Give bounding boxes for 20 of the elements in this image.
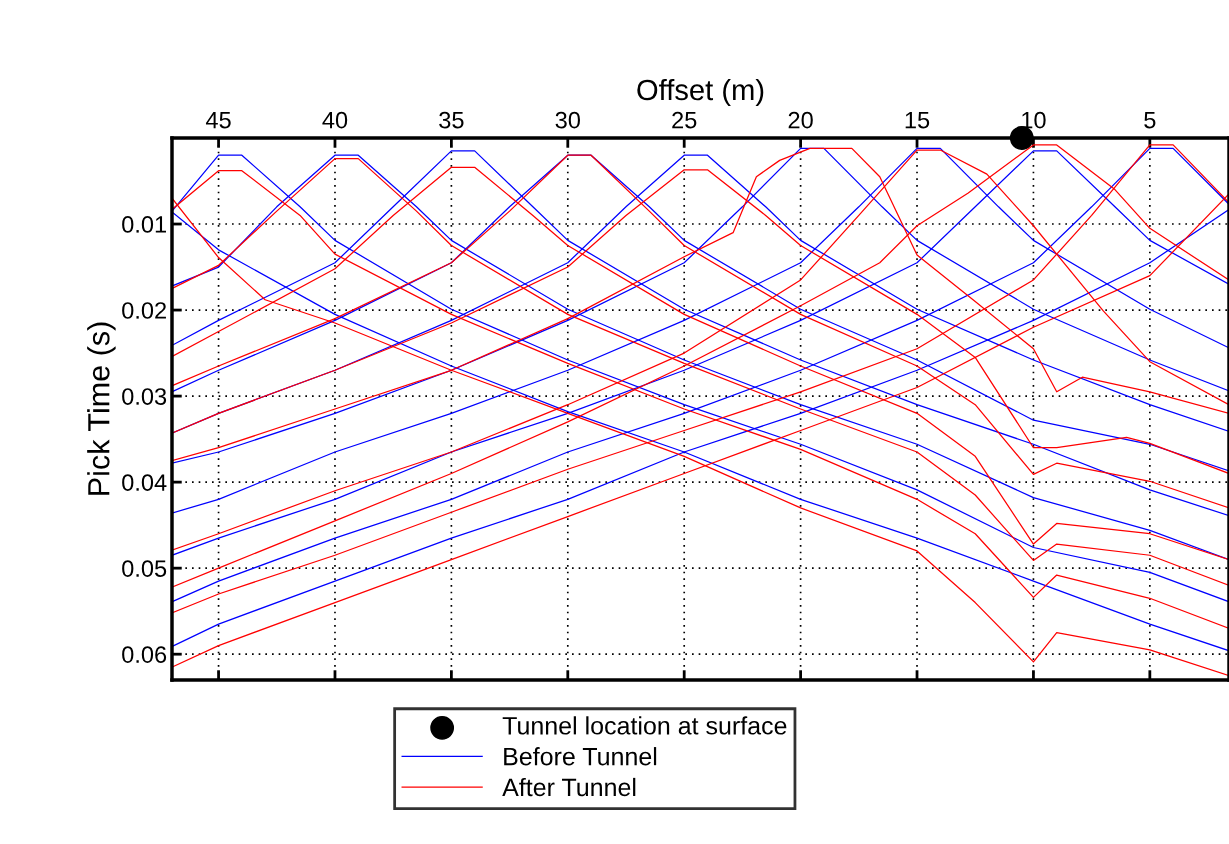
legend-label: Before Tunnel [504, 747, 657, 766]
x-tick-label: 35 [439, 111, 464, 129]
y-tick-label: 0.05 [122, 560, 167, 577]
y-tick-label: 0.04 [122, 474, 167, 491]
y-tick-label: 0.03 [122, 388, 167, 405]
legend-label: Tunnel location at surface [502, 716, 787, 735]
x-tick-label: 10 [1022, 111, 1046, 129]
x-tick-label: 45 [205, 112, 231, 129]
x-tick-label: 30 [555, 111, 580, 129]
y-tick-label: 0.01 [122, 216, 166, 233]
x-tick-label: 5 [1144, 112, 1156, 129]
x-tick-label: 40 [322, 111, 348, 129]
x-axis-title: Offset (m) [637, 78, 764, 107]
y-tick-label: 0.06 [122, 646, 167, 663]
x-tick-label: 20 [788, 111, 813, 129]
x-tick-label: 25 [672, 111, 697, 129]
y-tick-label: 0.02 [122, 302, 166, 319]
legend-label: After Tunnel [502, 777, 636, 797]
x-tick-label: 15 [905, 112, 930, 129]
y-axis-title: Pick Time (s) [87, 322, 116, 495]
